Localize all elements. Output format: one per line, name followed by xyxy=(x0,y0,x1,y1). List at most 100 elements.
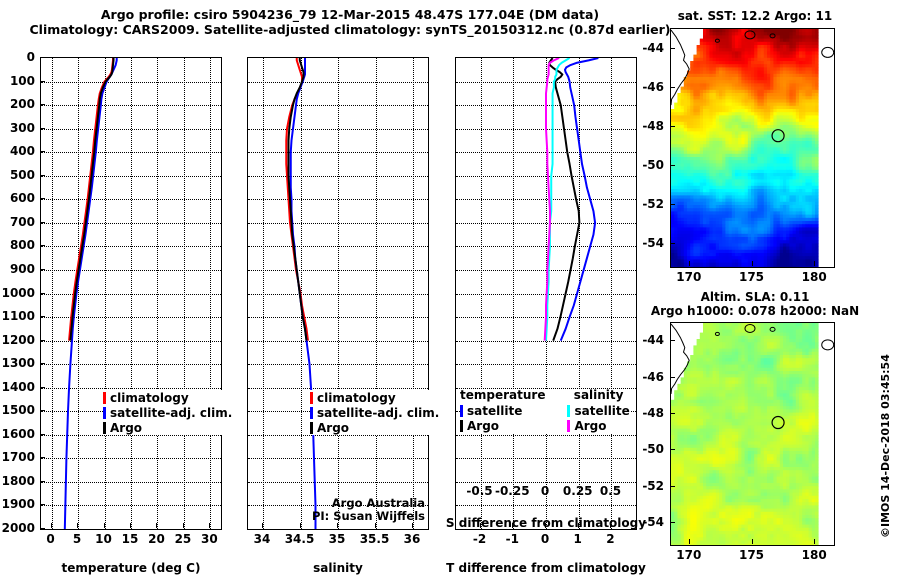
legend-entry: satellite-adj. clim. xyxy=(103,405,232,420)
map-lat-tick xyxy=(670,47,675,49)
gridline-horizontal xyxy=(41,175,221,177)
axis-tick-label: 0 xyxy=(540,532,550,546)
axis-tick-label-top: 0 xyxy=(540,484,550,498)
axis-tick-label: 15 xyxy=(121,532,139,546)
axis-tick-label: 34.5 xyxy=(284,532,315,546)
depth-tick-label: 500 xyxy=(9,167,35,182)
legend-entry: climatology xyxy=(103,390,232,405)
map-raster xyxy=(671,29,834,267)
depth-tick-label: 600 xyxy=(9,191,35,206)
credit-block: Argo Australia PI: Susan Wijffels xyxy=(265,497,425,523)
depth-tick-mark xyxy=(40,457,45,459)
depth-tick-mark xyxy=(40,80,45,82)
legend-column-header: salinity xyxy=(573,388,624,402)
map-lon-label: 180 xyxy=(801,270,827,284)
depth-tick-mark xyxy=(40,245,45,247)
depth-tick-label: 1300 xyxy=(1,356,35,371)
legend-entry: Argo xyxy=(103,420,232,435)
gridline-horizontal xyxy=(248,175,428,177)
legend-label: Argo xyxy=(467,418,500,433)
credit-pi: PI: Susan Wijffels xyxy=(311,509,425,523)
legend-entry: Argo xyxy=(567,418,629,433)
gridline-horizontal xyxy=(41,293,221,295)
profile-location-marker xyxy=(771,415,785,430)
depth-tick-label: 0 xyxy=(26,50,35,64)
axis-tick-label: 20 xyxy=(148,532,165,546)
legend-swatch xyxy=(460,404,463,417)
legend-label: satellite xyxy=(574,403,630,418)
depth-tick-label: 700 xyxy=(9,214,35,229)
map-lon-label: 170 xyxy=(676,270,702,284)
axis-tick-mark xyxy=(479,523,481,528)
depth-tick-mark xyxy=(40,127,45,129)
gridline-horizontal xyxy=(41,105,221,107)
axis-tick-label-top: 0.25 xyxy=(562,484,593,498)
map-lat-tick xyxy=(670,86,675,88)
salinity-panel xyxy=(247,57,429,530)
island-outline xyxy=(821,339,834,351)
gridline-horizontal xyxy=(456,387,636,389)
gridline-horizontal xyxy=(248,364,428,366)
map-lon-label: 170 xyxy=(676,548,702,562)
axis-tick-mark xyxy=(512,523,514,528)
depth-tick-mark xyxy=(40,528,45,529)
depth-tick-label: 400 xyxy=(9,144,35,159)
map-lon-label: 180 xyxy=(801,548,827,562)
gridline-horizontal xyxy=(41,364,221,366)
sst-map-panel xyxy=(670,28,835,268)
map-lon-tick xyxy=(814,539,816,544)
gridline-horizontal xyxy=(456,340,636,342)
depth-tick-mark xyxy=(40,433,45,435)
sla-title-line-2: Argo h1000: 0.078 h2000: NaN xyxy=(650,304,860,318)
axis-tick-label: 10 xyxy=(95,532,112,546)
depth-tick-label: 1600 xyxy=(1,426,35,441)
map-lat-label: -54 xyxy=(642,515,664,530)
legend-label: Argo xyxy=(110,420,143,435)
gridline-horizontal xyxy=(456,505,636,507)
temperature-panel xyxy=(40,57,222,530)
legend-entry: satellite xyxy=(567,403,630,418)
gridline-horizontal xyxy=(41,152,221,154)
depth-tick-mark xyxy=(40,339,45,341)
depth-tick-label: 1800 xyxy=(1,473,35,488)
map-lat-label: -54 xyxy=(642,235,664,250)
gridline-horizontal xyxy=(248,246,428,248)
legend-swatch xyxy=(103,406,106,419)
map-lat-label: -48 xyxy=(642,405,664,420)
depth-tick-label: 900 xyxy=(9,261,35,276)
legend-column: salinity satellite Argo xyxy=(567,388,630,433)
island-outline xyxy=(714,38,720,43)
axis-tick-label: 1 xyxy=(573,532,582,546)
legend-label: satellite xyxy=(467,403,523,418)
map-lat-label: -52 xyxy=(642,196,664,211)
gridline-horizontal xyxy=(248,128,428,130)
depth-tick-label: 1900 xyxy=(1,497,35,512)
legend-swatch xyxy=(567,404,571,417)
map-raster xyxy=(671,323,834,545)
legend-label: Argo xyxy=(574,418,607,433)
difference-panel xyxy=(455,57,637,530)
salinity-xlabel: salinity xyxy=(313,561,363,575)
axis-tick-mark xyxy=(156,523,158,528)
gridline-horizontal xyxy=(248,481,428,483)
axis-tick-label: 30 xyxy=(201,532,218,546)
depth-tick-label: 1400 xyxy=(1,379,35,394)
axis-tick-label-top: 0.5 xyxy=(599,484,622,498)
gridline-horizontal xyxy=(456,199,636,201)
legend-swatch xyxy=(103,421,106,434)
axis-tick-label: -1 xyxy=(505,532,519,546)
depth-tick-mark xyxy=(40,57,45,58)
depth-tick-label: 100 xyxy=(9,73,35,88)
legend-swatch xyxy=(103,391,106,404)
map-lat-tick xyxy=(670,125,675,127)
map-lat-tick xyxy=(670,340,675,342)
profile-curves xyxy=(543,58,599,341)
depth-tick-label: 1700 xyxy=(1,450,35,465)
gridline-horizontal xyxy=(456,222,636,224)
gridline-horizontal xyxy=(248,269,428,271)
gridline-horizontal xyxy=(41,269,221,271)
legend-entry: climatology xyxy=(310,390,439,405)
gridline-horizontal xyxy=(248,293,428,295)
legend-entry: satellite xyxy=(460,403,545,418)
map-lat-tick xyxy=(670,242,675,244)
